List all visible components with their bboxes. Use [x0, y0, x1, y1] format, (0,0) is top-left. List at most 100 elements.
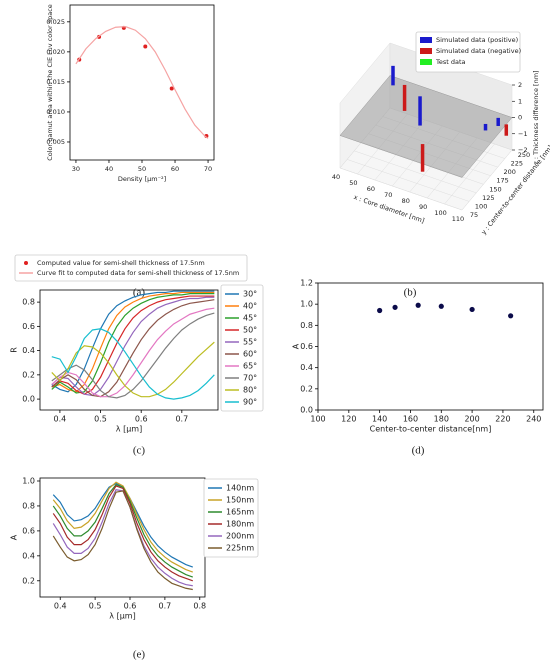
legend-label: 200nm	[226, 532, 254, 541]
y-tick-label: 0.015	[46, 78, 65, 86]
x-tick-label: 0.5	[94, 415, 107, 424]
x-tick-label: 0.4	[54, 415, 67, 424]
plot-frame	[317, 282, 544, 411]
legend-label: Test data	[435, 58, 466, 66]
legend-label: 150nm	[226, 496, 254, 505]
x-axis-label: Center-to-center distance[nm]	[370, 425, 492, 434]
legend-swatch	[420, 48, 432, 54]
y-tick-label: 75	[470, 211, 478, 219]
legend-box	[14, 254, 248, 282]
x-tick-label: 40	[332, 173, 340, 181]
x-tick-label: 110	[452, 215, 464, 223]
grid-line	[347, 159, 470, 202]
legend-label: 180nm	[226, 520, 254, 529]
z-tick-label: 0	[518, 114, 522, 122]
legend-label: 90°	[243, 398, 257, 407]
line-series	[52, 482, 193, 568]
x-tick-label: 180	[434, 415, 449, 424]
x-tick-label: 50	[349, 179, 357, 187]
line-series	[51, 307, 215, 398]
plot-frame	[39, 289, 219, 411]
legend-label: 225nm	[226, 544, 254, 553]
grid-line	[461, 149, 513, 211]
x-tick-label: 0.7	[175, 415, 188, 424]
x-tick-label: 60	[171, 165, 179, 173]
y-tick-label: 250	[518, 151, 530, 159]
x-tick-label: 50	[138, 165, 146, 173]
z-tick-label: 2	[518, 81, 522, 89]
y-tick-label: 0.4	[300, 363, 313, 372]
x-tick-label: 0.4	[54, 602, 67, 611]
line-series	[51, 290, 215, 393]
line-series	[51, 328, 215, 400]
x-tick-label: 30	[72, 165, 80, 173]
line-series	[51, 296, 215, 397]
y-tick-label: 0.8	[22, 298, 35, 307]
legend-swatch	[420, 37, 432, 43]
x-tick-label: 140	[372, 415, 387, 424]
plot-frame	[39, 477, 206, 598]
legend-box	[220, 284, 264, 412]
y-tick-label: 0.010	[46, 108, 65, 116]
y-tick-label: 0.005	[46, 138, 65, 146]
y-axis-label: R	[10, 347, 19, 353]
legend-label: 70°	[243, 374, 257, 383]
y-axis-label: A	[10, 534, 19, 540]
x-tick-label: 70	[384, 191, 392, 199]
x-tick-label: 60	[367, 185, 375, 193]
legend-box	[415, 31, 521, 73]
legend-swatch	[24, 261, 28, 265]
y-tick-label: 0.0	[300, 406, 313, 415]
caption: (a)	[133, 287, 146, 299]
y-tick-label: 1.2	[300, 279, 313, 288]
y-tick-label: 0.020	[46, 48, 65, 56]
legend-swatch	[420, 59, 432, 65]
y-tick-label: 0.0	[22, 395, 35, 404]
y-tick-label: 0.2	[300, 384, 313, 393]
line-series	[51, 293, 215, 394]
legend-label: Curve fit to computed data for semi-shel…	[37, 269, 239, 277]
x-tick-label: 0.8	[193, 602, 206, 611]
legend-label: 65°	[243, 362, 257, 371]
x-axis-label: λ [μm]	[116, 425, 142, 434]
z-tick-label: −1	[518, 130, 528, 138]
y-tick-label: 100	[475, 202, 487, 210]
caption: (c)	[133, 445, 146, 457]
x-axis-label: λ [μm]	[109, 612, 135, 621]
line-series	[51, 291, 215, 393]
y-tick-label: 150	[489, 185, 501, 193]
y-tick-label: 0.2	[22, 370, 35, 379]
z-axis-label: z : Thickness difference [nm]	[532, 70, 540, 164]
y-tick-label: 200	[504, 168, 516, 176]
x-tick-label: 0.6	[135, 415, 148, 424]
x-tick-label: 100	[434, 209, 446, 217]
x-tick-label: 70	[204, 165, 212, 173]
data-point	[415, 302, 421, 308]
legend-box	[203, 478, 259, 558]
caption: (b)	[404, 287, 417, 299]
x-tick-label: 120	[341, 415, 356, 424]
data-point	[143, 44, 148, 49]
y-tick-label: 0.025	[46, 18, 65, 26]
legend-label: 30°	[243, 290, 257, 299]
x-tick-label: 100	[310, 415, 325, 424]
line-series	[51, 299, 215, 398]
data-point	[469, 306, 475, 313]
line-series	[51, 312, 215, 399]
data-point	[377, 307, 383, 314]
x-tick-label: 160	[403, 415, 418, 424]
x-tick-label: 80	[402, 197, 410, 205]
line-series	[51, 341, 215, 398]
y-tick-label: 125	[482, 194, 494, 202]
y-tick-label: 0.2	[22, 576, 35, 585]
y-tick-label: 0.4	[22, 551, 35, 560]
y-axis-label: Color gamut area within the CIE Luv colo…	[46, 4, 54, 161]
legend-label: 45°	[243, 314, 257, 323]
x-tick-label: 0.6	[124, 602, 137, 611]
grid-line	[444, 143, 495, 205]
x-tick-label: 200	[464, 415, 479, 424]
y-tick-label: 0.6	[22, 526, 35, 535]
y-tick-label: 0.4	[22, 346, 35, 355]
y-axis-label: A	[292, 343, 301, 349]
